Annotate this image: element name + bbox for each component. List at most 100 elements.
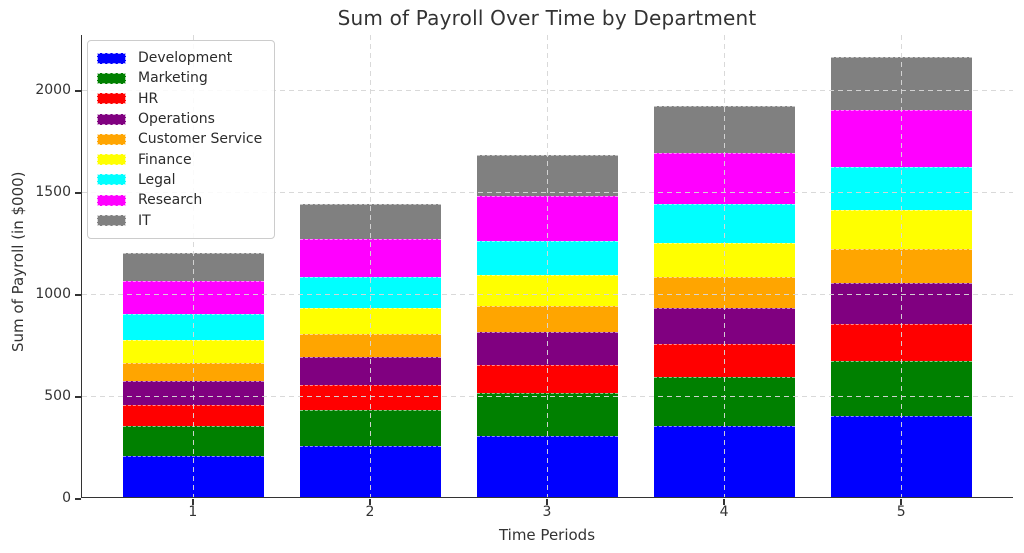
bar-segment-marketing-period-1 [122, 425, 265, 457]
legal-swatch-icon [97, 174, 126, 186]
hr-swatch-icon [97, 93, 126, 105]
y-tick-mark-500 [75, 396, 81, 398]
bar-segment-legal-period-1 [122, 313, 265, 341]
bar-segment-research-period-1 [122, 281, 265, 314]
legend-label-1: Marketing [138, 70, 208, 87]
bar-segment-customer-service-period-4 [653, 277, 796, 308]
legend: Development Marketing HR Operations Customer… [87, 40, 276, 239]
bar-segment-legal-period-2 [299, 277, 442, 308]
legend-item-marketing: Marketing [97, 68, 262, 88]
bar-segment-research-period-2 [299, 238, 442, 278]
plot-area [81, 35, 1013, 498]
bar-segment-research-period-4 [653, 153, 796, 204]
it-swatch-icon [97, 215, 126, 227]
bar-period-5 [830, 35, 973, 497]
legend-label-4: Customer Service [138, 131, 263, 148]
legend-label-0: Development [138, 50, 233, 67]
bar-segment-finance-period-2 [299, 307, 442, 335]
bar-segment-finance-period-1 [122, 340, 265, 363]
y-tick-label-500: 500 [44, 388, 71, 405]
x-tick-mark-5 [900, 499, 902, 505]
y-tick-label-0: 0 [62, 490, 71, 506]
chart-title: Sum of Payroll Over Time by Department [337, 6, 757, 30]
legend-item-research: Research [97, 190, 262, 210]
bar-segment-legal-period-5 [830, 167, 973, 211]
bar-segment-customer-service-period-1 [122, 362, 265, 381]
bar-segment-hr-period-4 [653, 344, 796, 377]
bar-segment-development-period-1 [122, 456, 265, 497]
legend-item-legal: Legal [97, 170, 262, 190]
legend-label-2: HR [138, 90, 159, 107]
bar-segment-hr-period-5 [830, 324, 973, 361]
legend-item-development: Development [97, 48, 262, 68]
customer-service-swatch-icon [97, 133, 126, 145]
bar-segment-marketing-period-5 [830, 360, 973, 416]
bar-segment-it-period-4 [653, 106, 796, 154]
legend-item-customer-service: Customer Service [97, 129, 262, 149]
x-tick-label-1: 1 [188, 504, 198, 520]
bar-segment-development-period-5 [830, 415, 973, 497]
legend-item-finance: Finance [97, 149, 262, 169]
bar-period-3 [476, 35, 619, 497]
bar-segment-operations-period-1 [122, 381, 265, 406]
bar-segment-operations-period-4 [653, 307, 796, 345]
bar-segment-research-period-3 [476, 195, 619, 241]
bar-segment-operations-period-3 [476, 332, 619, 365]
bar-segment-customer-service-period-2 [299, 334, 442, 357]
y-axis-tick-labels: 0 500 1000 1500 2000 [0, 35, 71, 506]
bar-segment-it-period-3 [476, 155, 619, 196]
y-tick-mark-1000 [75, 294, 81, 296]
x-tick-label-4: 4 [719, 504, 729, 520]
bar-segment-research-period-5 [830, 110, 973, 168]
bar-segment-hr-period-2 [299, 385, 442, 410]
marketing-swatch-icon [97, 72, 126, 84]
bar-segment-development-period-3 [476, 435, 619, 497]
legend-item-hr: HR [97, 89, 262, 109]
x-axis-label: Time Periods [498, 526, 596, 544]
x-tick-label-5: 5 [896, 504, 906, 520]
y-tick-mark-0 [75, 498, 81, 500]
legend-label-8: IT [138, 212, 151, 229]
bar-segment-it-period-5 [830, 57, 973, 111]
y-tick-label-1500: 1500 [35, 184, 71, 201]
bar-segment-legal-period-4 [653, 203, 796, 243]
legend-item-operations: Operations [97, 109, 262, 129]
x-tick-label-3: 3 [542, 504, 552, 520]
bar-segment-finance-period-4 [653, 242, 796, 278]
bar-segment-finance-period-5 [830, 210, 973, 249]
operations-swatch-icon [97, 113, 126, 125]
bar-period-2 [299, 35, 442, 497]
y-tick-mark-1500 [75, 192, 81, 194]
bar-segment-development-period-2 [299, 446, 442, 497]
bar-segment-finance-period-3 [476, 275, 619, 306]
bar-segment-development-period-4 [653, 425, 796, 497]
bar-segment-it-period-2 [299, 203, 442, 239]
x-tick-mark-4 [723, 499, 725, 505]
y-tick-label-2000: 2000 [35, 82, 71, 99]
legend-label-5: Finance [138, 151, 192, 168]
legend-label-6: Legal [138, 171, 176, 188]
bar-segment-marketing-period-4 [653, 376, 796, 426]
bar-segment-customer-service-period-5 [830, 248, 973, 284]
x-tick-mark-1 [192, 499, 194, 505]
bar-segment-marketing-period-3 [476, 393, 619, 436]
bar-segment-operations-period-5 [830, 283, 973, 325]
bar-segment-it-period-1 [122, 252, 265, 282]
bar-segment-customer-service-period-3 [476, 305, 619, 333]
finance-swatch-icon [97, 154, 126, 166]
legend-label-3: Operations [138, 111, 215, 128]
research-swatch-icon [97, 194, 126, 206]
x-tick-label-2: 2 [365, 504, 375, 520]
bar-segment-marketing-period-2 [299, 409, 442, 447]
bar-period-4 [653, 35, 796, 497]
bar-segment-legal-period-3 [476, 240, 619, 276]
y-tick-label-1000: 1000 [35, 286, 71, 303]
legend-item-it: IT [97, 210, 262, 230]
legend-label-7: Research [138, 192, 203, 209]
bar-segment-hr-period-3 [476, 364, 619, 394]
bar-segment-hr-period-1 [122, 405, 265, 426]
x-tick-mark-2 [369, 499, 371, 505]
x-tick-mark-3 [546, 499, 548, 505]
y-tick-mark-2000 [75, 90, 81, 92]
